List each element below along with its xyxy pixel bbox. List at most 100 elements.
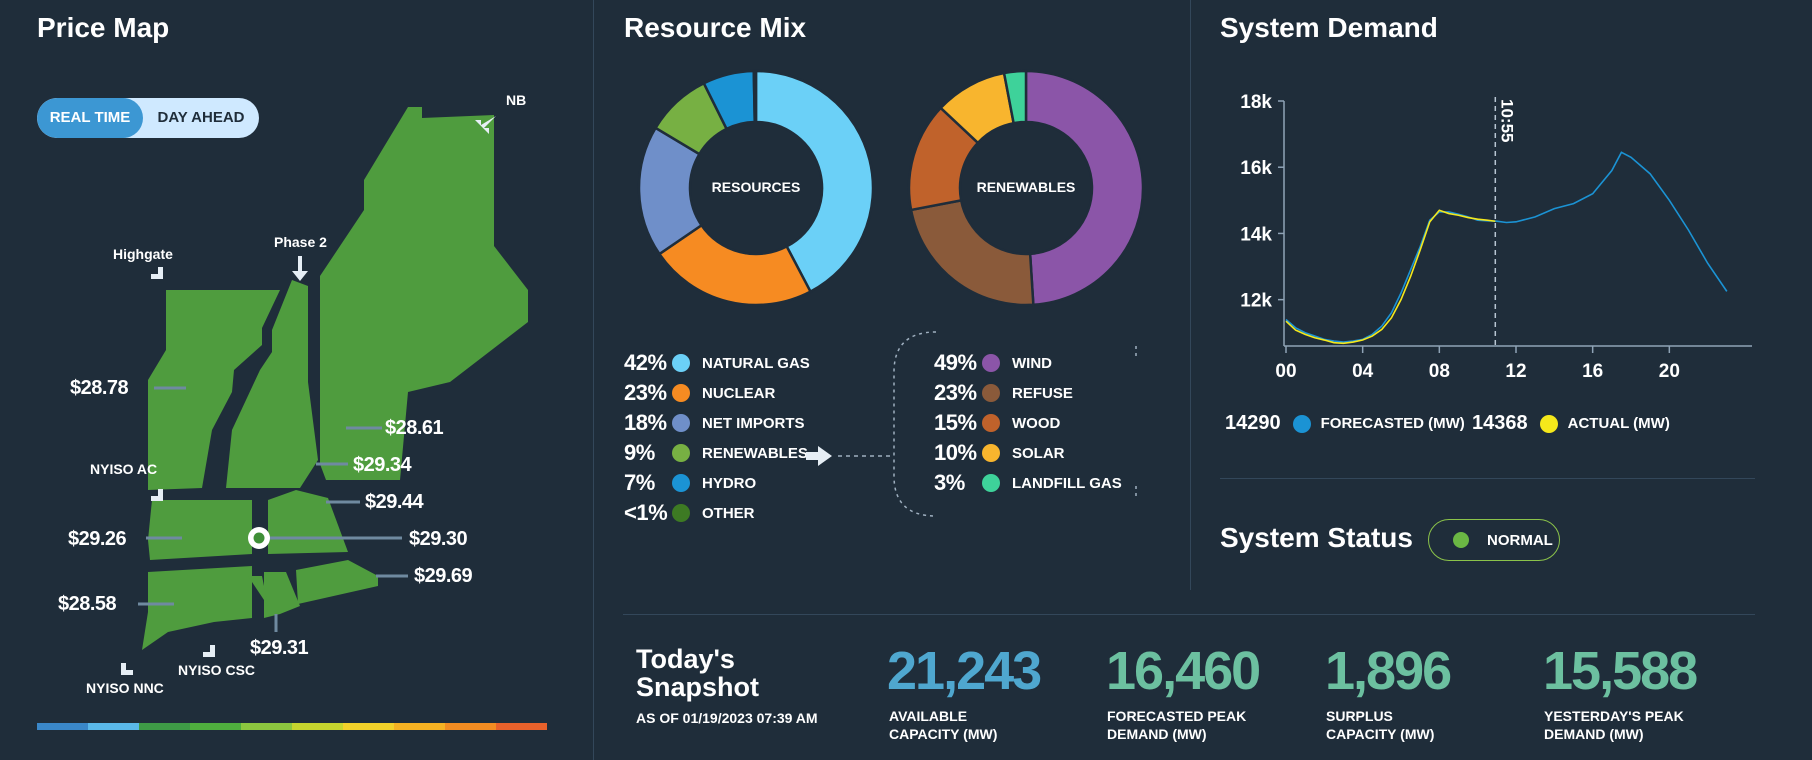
legend-percent: 23% <box>624 380 667 405</box>
forecast-value: 14290 <box>1225 412 1281 434</box>
resources-legend-item[interactable]: 42% NATURAL GAS <box>624 349 810 377</box>
time-marker-label: 10:55 <box>1497 99 1516 142</box>
legend-color-dot <box>672 414 690 432</box>
renewables-legend-item[interactable]: 10% SOLAR <box>934 439 1065 467</box>
resources-legend-item[interactable]: 18% NET IMPORTS <box>624 409 805 437</box>
status-text: NORMAL <box>1487 531 1553 549</box>
color-scale-segment <box>37 723 88 730</box>
region-new-hampshire <box>226 280 318 488</box>
resources-legend-item[interactable]: 7% HYDRO <box>624 469 756 497</box>
right-arrow-icon <box>806 446 832 466</box>
region-rhode-island <box>264 572 300 618</box>
snapshot-title: Today's Snapshot <box>636 645 759 701</box>
label-line: DEMAND (MW) <box>1107 726 1207 742</box>
actual-label: ACTUAL (MW) <box>1567 415 1670 432</box>
resources-donut[interactable] <box>636 68 876 308</box>
forecast-line <box>1285 151 1728 343</box>
legend-label: NUCLEAR <box>702 384 776 402</box>
day-ahead-tab[interactable]: DAY AHEAD <box>157 109 245 126</box>
y-tick-label: 12k <box>1240 291 1272 312</box>
system-status-title: System Status <box>1220 522 1413 553</box>
available-capacity-label: AVAILABLE CAPACITY (MW) <box>889 707 1089 743</box>
legend-color-dot <box>982 444 1000 462</box>
y-tick-label: 18k <box>1240 92 1272 113</box>
legend-label: OTHER <box>702 504 755 522</box>
divider-demand-status <box>1220 478 1755 479</box>
donut-slice-other[interactable] <box>752 69 758 124</box>
renewables-legend-item[interactable]: 49% WIND <box>934 349 1052 377</box>
label-line: YESTERDAY'S PEAK <box>1544 708 1684 724</box>
region-connecticut <box>142 566 252 650</box>
legend-percent: 7% <box>624 470 655 495</box>
label-line: CAPACITY (MW) <box>1326 726 1435 742</box>
forecast-dot <box>1292 414 1311 433</box>
legend-color-dot <box>672 504 690 522</box>
donut-slice-landfill-gas[interactable] <box>1002 69 1028 125</box>
price-vt[interactable]: $28.78 <box>70 377 129 399</box>
legend-label: REFUSE <box>1012 384 1073 402</box>
resources-legend-item[interactable]: 23% NUCLEAR <box>624 379 775 407</box>
nb-arrow-icon <box>475 116 496 134</box>
renewables-legend-item[interactable]: 3% LANDFILL GAS <box>934 469 1122 497</box>
resources-legend-item[interactable]: 9% RENEWABLES <box>624 439 808 467</box>
yesterday-peak-label: YESTERDAY'S PEAK DEMAND (MW) <box>1544 707 1744 743</box>
legend-label: RENEWABLES <box>702 444 808 462</box>
status-badge[interactable]: NORMAL <box>1428 519 1560 561</box>
renewables-donut-label: RENEWABLES <box>976 179 1076 195</box>
x-tick-label: 08 <box>1429 361 1450 382</box>
price-ct[interactable]: $28.58 <box>58 593 117 615</box>
price-ri[interactable]: $29.31 <box>250 637 309 659</box>
donut-hole <box>961 123 1091 253</box>
renewables-legend-item[interactable]: 23% REFUSE <box>934 379 1073 407</box>
real-time-tab[interactable]: REAL TIME <box>37 98 143 138</box>
color-scale-segment <box>241 723 292 730</box>
actual-legend: 14368 ACTUAL (MW) <box>1472 412 1670 435</box>
renewables-legend-item[interactable]: 15% WOOD <box>934 409 1060 437</box>
legend-label: HYDRO <box>702 474 757 492</box>
color-scale-segment <box>343 723 394 730</box>
renewables-donut[interactable] <box>906 68 1146 308</box>
nyiso-nnc-label: NYISO NNC <box>86 680 164 696</box>
legend-percent: 42% <box>624 350 667 375</box>
price-nema[interactable]: $29.44 <box>365 491 424 513</box>
price-mode-toggle[interactable]: REAL TIME DAY AHEAD <box>37 98 259 138</box>
legend-percent: 3% <box>934 470 965 495</box>
divider-left <box>593 0 594 760</box>
forecasted-peak-value: 16,460 <box>1106 641 1261 701</box>
price-hub[interactable]: $29.30 <box>409 528 468 550</box>
legend-label: LANDFILL GAS <box>1012 474 1122 492</box>
system-demand-chart[interactable]: 12k 14k 16k 18k 00 04 08 12 16 20 10:55 <box>1210 70 1770 390</box>
legend-label: NATURAL GAS <box>702 354 810 372</box>
resources-legend-item[interactable]: <1% OTHER <box>624 499 755 527</box>
system-demand-title: System Demand <box>1220 12 1438 43</box>
x-tick-label: 20 <box>1659 361 1680 382</box>
forecast-label: FORECASTED (MW) <box>1320 415 1465 432</box>
y-tick-label: 16k <box>1240 158 1272 179</box>
legend-label: SOLAR <box>1012 444 1065 462</box>
price-semass[interactable]: $29.69 <box>414 565 473 587</box>
legend-color-dot <box>672 354 690 372</box>
legend-percent: <1% <box>624 500 668 525</box>
price-nh[interactable]: $29.34 <box>353 454 412 476</box>
color-scale-segment <box>445 723 496 730</box>
donut-slice-wind[interactable] <box>1024 69 1145 307</box>
highgate-arrow-icon <box>144 260 163 279</box>
price-map-title: Price Map <box>37 12 170 43</box>
donut-slice-natural-gas[interactable] <box>754 69 875 294</box>
phase2-label: Phase 2 <box>274 234 327 250</box>
label-line: SURPLUS <box>1326 708 1393 724</box>
x-tick-label: 04 <box>1352 361 1374 382</box>
legend-color-dot <box>672 474 690 492</box>
price-me[interactable]: $28.61 <box>385 417 444 439</box>
interface-arrows <box>121 116 496 675</box>
divider-snapshot <box>623 614 1755 615</box>
x-tick-label: 16 <box>1582 361 1603 382</box>
resources-donut-label: RESOURCES <box>711 179 801 195</box>
nyiso-csc-arrow-icon <box>196 638 215 657</box>
region-wcma <box>148 500 252 560</box>
legend-percent: 49% <box>934 350 977 375</box>
price-wcma[interactable]: $29.26 <box>68 528 127 550</box>
color-scale-segment <box>292 723 343 730</box>
legend-percent: 9% <box>624 440 655 465</box>
divider-right <box>1190 0 1191 590</box>
